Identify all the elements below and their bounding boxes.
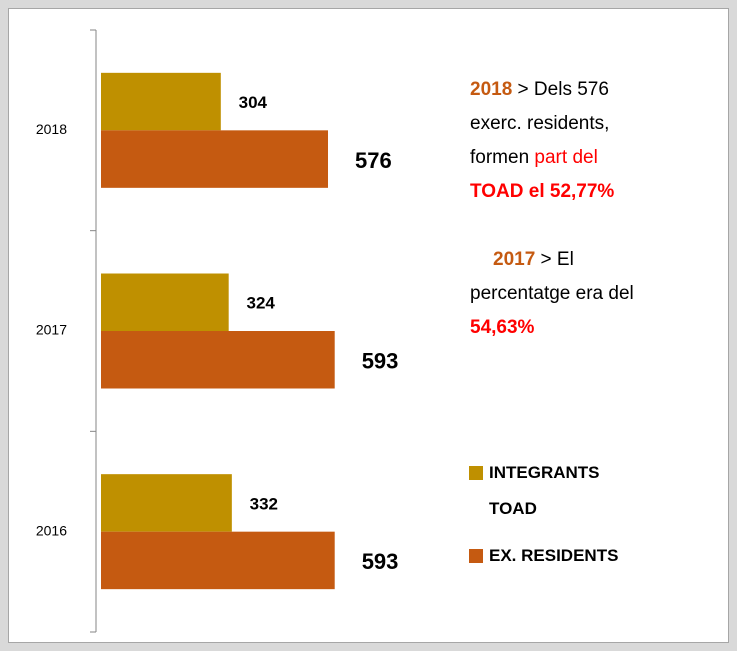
y-tick-label: 2017: [36, 322, 67, 338]
annotation-line: percentatge era del: [470, 277, 634, 311]
annotation-line: formen part del: [470, 141, 614, 175]
annotation: 2018 > Dels 576 exerc. residents, formen p…: [470, 73, 614, 209]
legend-label: INTEGRANTS TOAD: [489, 463, 600, 518]
data-label: 332: [250, 494, 278, 513]
annotation-line: 2018 > Dels 576: [470, 73, 614, 107]
data-label: 593: [362, 549, 399, 574]
annotation-text: formen: [470, 147, 535, 168]
y-tick-label: 2018: [36, 121, 67, 137]
data-label: 324: [247, 294, 276, 313]
bar: [101, 531, 335, 590]
y-tick-label: 2016: [36, 522, 67, 538]
annotation-text: > El: [535, 249, 574, 270]
annotation-text: 2017: [493, 249, 536, 270]
legend-swatch: [469, 466, 483, 480]
legend-label: EX. RESIDENTS: [489, 546, 619, 565]
bar: [101, 72, 221, 131]
data-label: 593: [362, 349, 399, 374]
annotation-text: part del: [534, 147, 598, 168]
annotation-line: 2017 > El: [493, 243, 634, 277]
bar: [101, 130, 329, 188]
annotation-text: percentatge era del: [470, 283, 634, 304]
data-label: 576: [355, 148, 392, 173]
annotation-text: exerc. residents,: [470, 113, 610, 134]
annotation-text: TOAD el 52,77%: [470, 181, 615, 202]
annotation-line: 54,63%: [470, 311, 634, 345]
bar: [101, 273, 229, 331]
annotation-text: > Dels 576: [512, 79, 609, 100]
data-label: 304: [239, 93, 268, 112]
bar: [101, 474, 232, 532]
annotation-line: exerc. residents,: [470, 107, 614, 141]
annotation-text: 54,63%: [470, 317, 535, 338]
annotation: 2017 > El percentatge era del 54,63%: [470, 243, 634, 345]
bar: [101, 331, 335, 389]
legend-swatch: [469, 549, 483, 563]
annotation-text: 2018: [470, 79, 513, 100]
annotation-line: TOAD el 52,77%: [470, 175, 614, 209]
